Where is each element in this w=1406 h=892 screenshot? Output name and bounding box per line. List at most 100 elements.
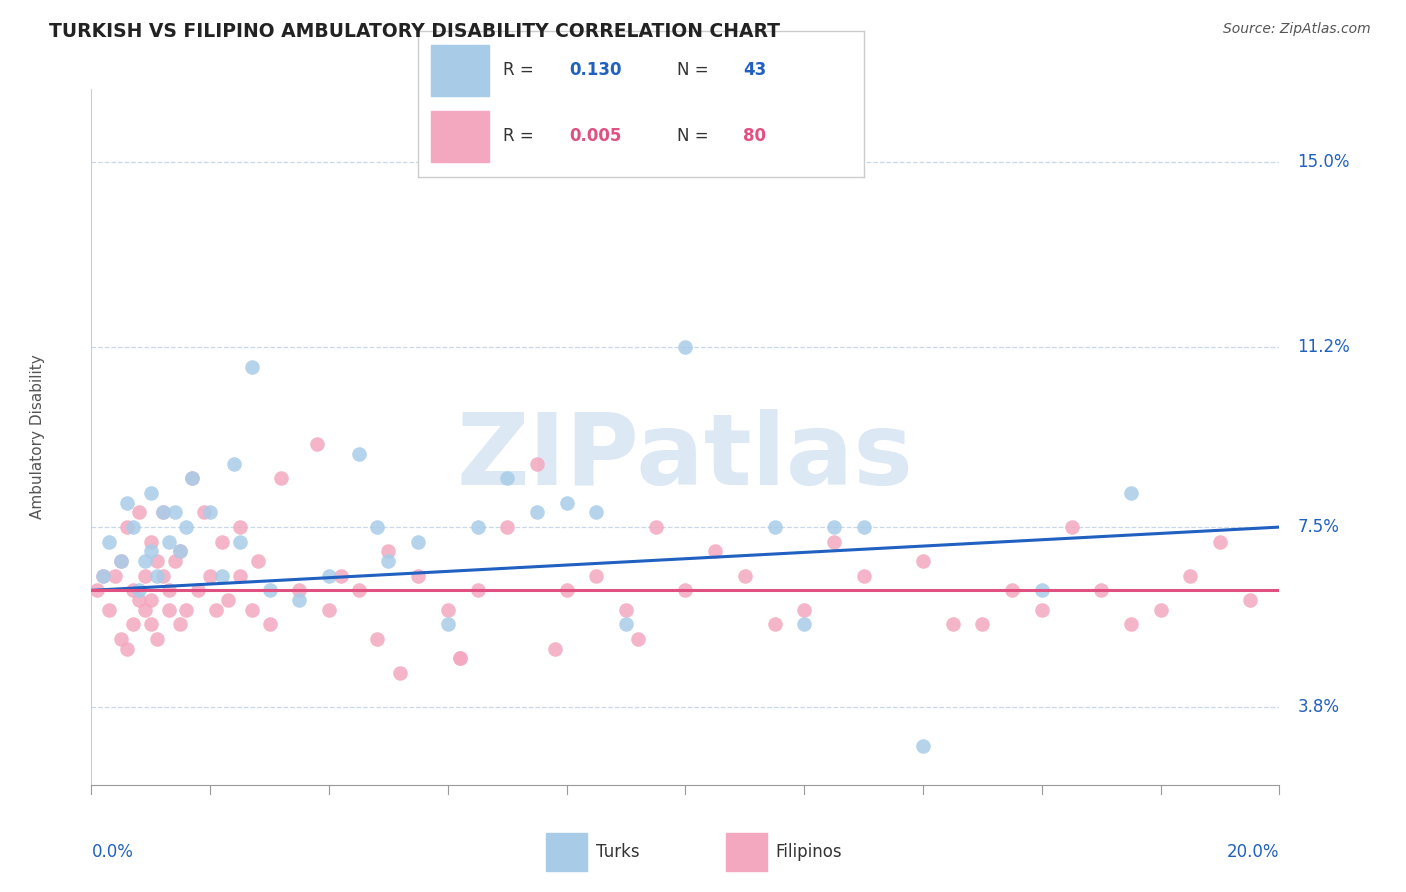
- Point: [104, 568, 127, 582]
- Text: Ambulatory Disability: Ambulatory Disability: [31, 355, 45, 519]
- Point: [240, 603, 263, 617]
- Point: [259, 617, 281, 632]
- Text: 20.0%: 20.0%: [1227, 843, 1279, 862]
- Point: [145, 632, 167, 646]
- Point: [585, 568, 607, 582]
- Point: [139, 593, 162, 607]
- Text: N =: N =: [676, 62, 713, 79]
- Point: [169, 544, 191, 558]
- Point: [1031, 583, 1053, 598]
- Point: [1090, 583, 1112, 598]
- Point: [734, 568, 756, 582]
- Point: [134, 554, 156, 568]
- Point: [823, 520, 845, 534]
- Point: [449, 651, 471, 665]
- Point: [1060, 520, 1083, 534]
- Text: TURKISH VS FILIPINO AMBULATORY DISABILITY CORRELATION CHART: TURKISH VS FILIPINO AMBULATORY DISABILIT…: [49, 22, 780, 41]
- Point: [145, 554, 167, 568]
- Point: [307, 437, 329, 451]
- Point: [86, 583, 108, 598]
- Point: [193, 506, 215, 520]
- Point: [366, 632, 388, 646]
- Point: [852, 520, 875, 534]
- Point: [377, 554, 399, 568]
- Point: [122, 520, 145, 534]
- Point: [318, 568, 340, 582]
- Point: [972, 617, 994, 632]
- Text: 15.0%: 15.0%: [1298, 153, 1350, 171]
- Point: [240, 359, 263, 374]
- Point: [139, 534, 162, 549]
- Point: [544, 641, 567, 656]
- Point: [823, 534, 845, 549]
- Text: 0.005: 0.005: [569, 127, 621, 145]
- Point: [246, 554, 269, 568]
- Point: [98, 534, 121, 549]
- Point: [139, 617, 162, 632]
- Point: [288, 583, 311, 598]
- Text: N =: N =: [676, 127, 713, 145]
- Point: [115, 520, 138, 534]
- Text: Turks: Turks: [596, 843, 640, 861]
- Point: [259, 583, 281, 598]
- Point: [91, 568, 114, 582]
- Bar: [725, 833, 766, 871]
- Text: ZIPatlas: ZIPatlas: [457, 409, 914, 507]
- Point: [318, 603, 340, 617]
- Point: [555, 583, 578, 598]
- Point: [627, 632, 650, 646]
- Point: [496, 471, 519, 485]
- Point: [347, 583, 370, 598]
- Point: [526, 457, 548, 471]
- Point: [163, 506, 186, 520]
- Point: [200, 506, 222, 520]
- Point: [1149, 603, 1171, 617]
- Point: [98, 603, 121, 617]
- Point: [152, 506, 174, 520]
- Point: [763, 617, 786, 632]
- Point: [852, 568, 875, 582]
- Point: [329, 568, 352, 582]
- Point: [152, 506, 174, 520]
- Point: [229, 568, 252, 582]
- Point: [942, 617, 965, 632]
- Point: [793, 617, 815, 632]
- Point: [176, 603, 198, 617]
- Point: [211, 534, 233, 549]
- Point: [139, 544, 162, 558]
- Point: [911, 739, 934, 753]
- Point: [763, 520, 786, 534]
- Bar: [432, 112, 489, 162]
- Point: [110, 554, 132, 568]
- Point: [128, 583, 150, 598]
- Point: [157, 534, 180, 549]
- Point: [1001, 583, 1024, 598]
- Point: [1119, 617, 1142, 632]
- Point: [793, 603, 815, 617]
- Point: [436, 617, 458, 632]
- Point: [1209, 534, 1232, 549]
- Point: [496, 520, 519, 534]
- Point: [91, 568, 114, 582]
- Point: [181, 471, 204, 485]
- Text: 7.5%: 7.5%: [1298, 518, 1339, 536]
- Point: [157, 603, 180, 617]
- Bar: [546, 833, 586, 871]
- Point: [449, 651, 471, 665]
- Text: 0.130: 0.130: [569, 62, 621, 79]
- Point: [110, 554, 132, 568]
- Point: [614, 617, 637, 632]
- Point: [115, 496, 138, 510]
- Point: [673, 340, 696, 354]
- Point: [406, 568, 429, 582]
- Point: [229, 520, 252, 534]
- Point: [436, 603, 458, 617]
- Point: [222, 457, 245, 471]
- Point: [169, 544, 191, 558]
- Point: [555, 496, 578, 510]
- Point: [200, 568, 222, 582]
- Point: [128, 506, 150, 520]
- Point: [169, 617, 191, 632]
- Point: [217, 593, 239, 607]
- Point: [122, 617, 145, 632]
